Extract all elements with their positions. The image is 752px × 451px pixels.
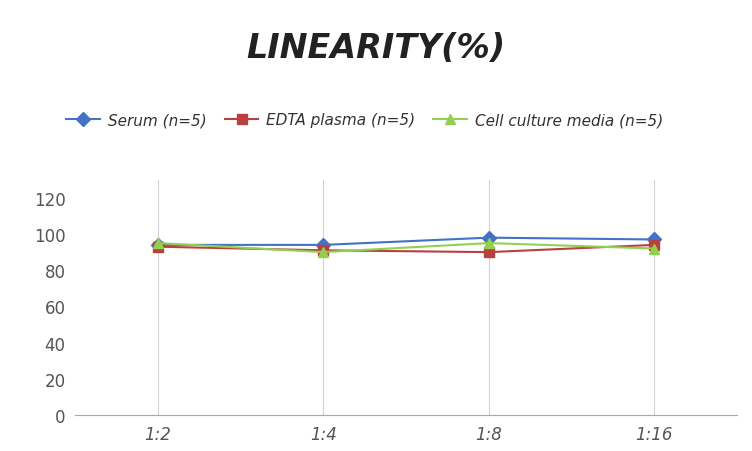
EDTA plasma (n=5) — [650, 243, 659, 248]
EDTA plasma (n=5) — [484, 250, 493, 255]
Cell culture media (n=5) — [319, 250, 328, 255]
Text: LINEARITY(%): LINEARITY(%) — [247, 32, 505, 64]
Line: Cell culture media (n=5): Cell culture media (n=5) — [153, 239, 659, 258]
Cell culture media (n=5) — [153, 241, 162, 246]
Cell culture media (n=5) — [484, 241, 493, 246]
EDTA plasma (n=5) — [319, 248, 328, 253]
Cell culture media (n=5) — [650, 246, 659, 252]
Serum (n=5) — [319, 243, 328, 248]
Serum (n=5) — [484, 235, 493, 241]
Line: EDTA plasma (n=5): EDTA plasma (n=5) — [153, 240, 659, 258]
Serum (n=5) — [650, 237, 659, 243]
Serum (n=5) — [153, 243, 162, 248]
Legend: Serum (n=5), EDTA plasma (n=5), Cell culture media (n=5): Serum (n=5), EDTA plasma (n=5), Cell cul… — [60, 107, 669, 134]
EDTA plasma (n=5) — [153, 244, 162, 250]
Line: Serum (n=5): Serum (n=5) — [153, 233, 659, 250]
